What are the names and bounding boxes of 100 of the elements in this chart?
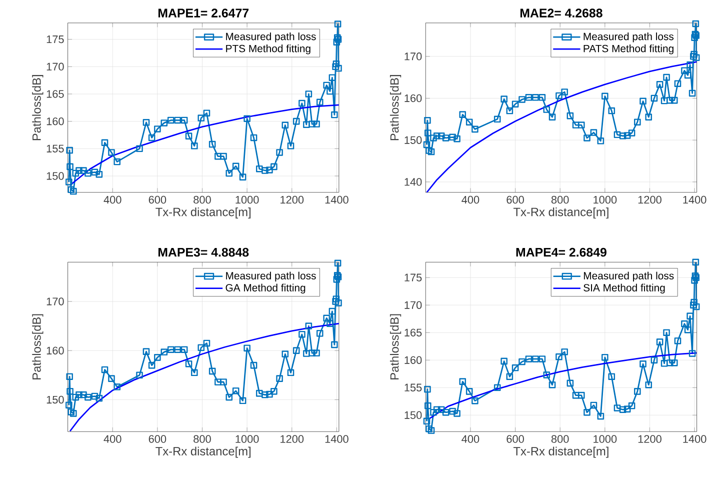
point xyxy=(303,120,310,128)
y-tick-label: 140 xyxy=(404,178,422,186)
point xyxy=(619,132,626,140)
point xyxy=(332,295,340,302)
point xyxy=(335,64,342,72)
point xyxy=(266,390,273,398)
point xyxy=(332,60,340,68)
point xyxy=(624,132,631,139)
point xyxy=(494,384,501,391)
point xyxy=(250,134,258,141)
point xyxy=(556,353,562,360)
point xyxy=(500,95,508,102)
point xyxy=(584,408,590,416)
point xyxy=(198,344,205,351)
chart-title: MAE2= 4.2688 xyxy=(520,8,602,18)
point xyxy=(303,350,310,357)
point xyxy=(142,348,150,355)
point xyxy=(433,132,440,140)
point xyxy=(656,338,664,346)
point xyxy=(597,137,604,144)
point xyxy=(619,406,626,413)
point xyxy=(614,404,621,412)
x-tick-label: 400 xyxy=(462,434,480,443)
point xyxy=(454,410,460,417)
point xyxy=(80,166,87,174)
point xyxy=(70,188,77,194)
point xyxy=(608,107,616,114)
point xyxy=(203,109,210,116)
point xyxy=(66,401,72,408)
point xyxy=(681,320,688,327)
point xyxy=(101,366,108,373)
point xyxy=(191,142,198,150)
point xyxy=(424,402,432,409)
x-tick-label: 800 xyxy=(551,196,569,204)
point xyxy=(226,394,233,400)
point xyxy=(66,178,72,186)
point xyxy=(692,258,700,266)
point xyxy=(645,381,652,388)
point xyxy=(602,354,608,360)
x-axis-title: Tx-Rx distance[m] xyxy=(513,446,608,458)
point xyxy=(282,122,289,128)
point xyxy=(608,372,616,380)
point xyxy=(136,145,143,152)
point xyxy=(597,412,604,420)
point xyxy=(256,390,263,396)
point xyxy=(270,163,278,170)
point xyxy=(287,142,294,150)
point xyxy=(624,405,631,412)
point xyxy=(160,348,168,356)
point xyxy=(494,116,501,122)
x-tick-label: 600 xyxy=(148,196,166,204)
point xyxy=(548,381,556,388)
legend-label: Measured path loss xyxy=(584,32,674,42)
point xyxy=(72,394,80,400)
point xyxy=(650,356,658,364)
point xyxy=(449,408,456,414)
point xyxy=(305,90,312,98)
x-tick-label: 400 xyxy=(104,196,122,204)
point xyxy=(686,312,694,320)
point xyxy=(688,90,696,96)
point xyxy=(76,166,82,174)
point xyxy=(185,132,192,140)
point xyxy=(512,364,519,371)
point xyxy=(96,170,103,178)
point xyxy=(532,94,539,101)
x-tick-label: 1000 xyxy=(594,434,617,443)
point xyxy=(602,92,608,100)
point xyxy=(640,360,646,368)
point xyxy=(688,350,696,357)
point xyxy=(334,260,342,266)
point xyxy=(424,129,432,136)
y-tick-label: 160 xyxy=(46,117,64,125)
point xyxy=(628,402,636,409)
point xyxy=(70,410,77,417)
point xyxy=(203,340,210,346)
x-tick-label: 1000 xyxy=(236,196,259,204)
point xyxy=(690,50,698,58)
x-tick-label: 1200 xyxy=(280,434,304,443)
point xyxy=(572,392,580,398)
y-tick-label: 160 xyxy=(46,346,64,354)
y-tick-label: 150 xyxy=(404,136,422,144)
point xyxy=(244,344,250,352)
point xyxy=(466,388,473,395)
legend-label: PATS Method fitting xyxy=(584,44,674,54)
point xyxy=(326,320,334,327)
point xyxy=(226,170,233,176)
point xyxy=(101,139,108,146)
point xyxy=(566,112,574,119)
point xyxy=(305,322,312,330)
point xyxy=(640,98,646,104)
point xyxy=(548,113,556,120)
point xyxy=(214,378,222,386)
y-axis-title: Pathloss[dB] xyxy=(32,74,44,140)
point xyxy=(692,303,700,310)
line-series xyxy=(426,60,697,192)
point xyxy=(316,98,324,106)
point xyxy=(538,355,546,362)
point xyxy=(561,88,568,96)
y-tick-label: 170 xyxy=(46,62,64,70)
point xyxy=(142,118,150,126)
